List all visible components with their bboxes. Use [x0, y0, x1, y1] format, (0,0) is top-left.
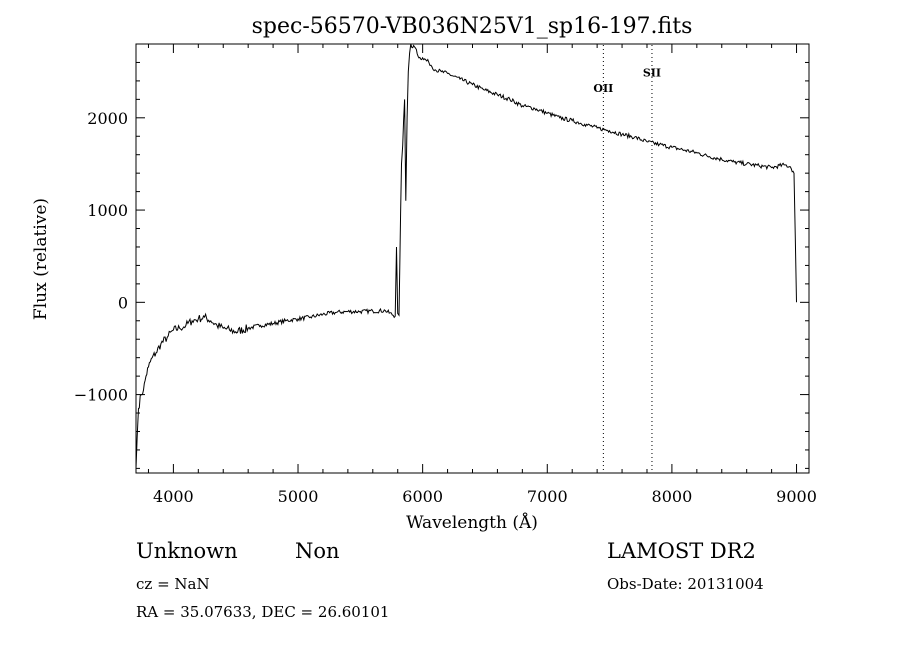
- y-axis-ticks: −1000 0 1000 2000: [74, 43, 809, 469]
- obs-date-text: Obs-Date: 20131004: [607, 575, 764, 593]
- spectral-line-label: OII: [593, 82, 613, 95]
- x-tick-label: 8000: [652, 487, 693, 506]
- y-axis-label: Flux (relative): [31, 198, 51, 320]
- coordinates-text: RA = 35.07633, DEC = 26.60101: [136, 603, 390, 621]
- x-tick-label: 6000: [402, 487, 443, 506]
- spectral-line-label: SII: [643, 66, 661, 79]
- survey-name: LAMOST DR2: [607, 539, 756, 563]
- chart-title: spec-56570-VB036N25V1_sp16-197.fits: [252, 14, 693, 39]
- x-tick-label: 4000: [153, 487, 194, 506]
- x-axis-ticks: 4000 5000 6000 7000 8000 9000: [147, 44, 817, 506]
- y-tick-label: 1000: [87, 201, 128, 220]
- object-subclass: Non: [295, 539, 340, 563]
- spectral-line-markers: OII SII: [593, 45, 661, 472]
- x-tick-label: 9000: [776, 487, 817, 506]
- x-tick-label: 7000: [527, 487, 568, 506]
- redshift-text: cz = NaN: [136, 575, 210, 593]
- y-tick-label: 0: [118, 293, 128, 312]
- plot-frame: [135, 43, 810, 474]
- object-class: Unknown: [136, 539, 238, 563]
- x-tick-label: 5000: [278, 487, 319, 506]
- spectrum-chart: spec-56570-VB036N25V1_sp16-197.fits OII S…: [31, 14, 817, 533]
- y-tick-label: −1000: [74, 386, 128, 405]
- spectrum-series-line: [135, 43, 797, 469]
- x-axis-label: Wavelength (Å): [406, 512, 538, 533]
- y-tick-label: 2000: [87, 109, 128, 128]
